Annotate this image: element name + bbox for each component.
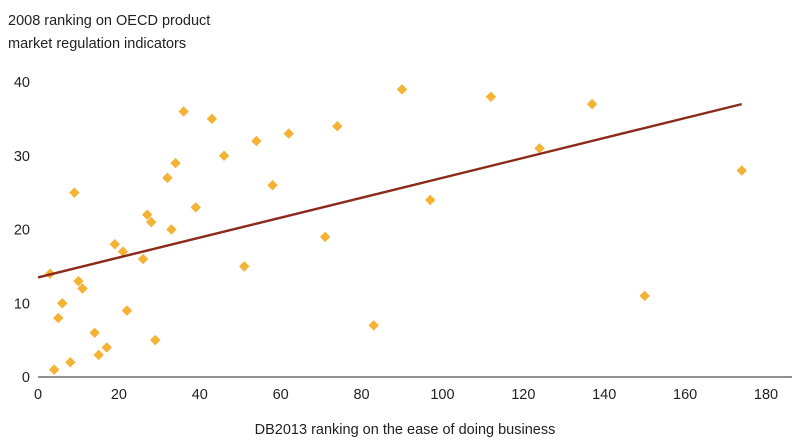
y-tick-label: 30 [14, 149, 30, 165]
data-point [218, 150, 230, 161]
data-point [190, 202, 201, 213]
y-tick-label: 0 [22, 370, 30, 386]
x-tick-label: 160 [673, 387, 697, 403]
y-axis-label-line-2: market regulation indicators [8, 36, 186, 52]
data-point [65, 357, 76, 368]
data-point [586, 98, 598, 110]
data-point [101, 342, 112, 353]
data-point [534, 143, 545, 154]
data-point [93, 349, 104, 361]
data-point [425, 194, 436, 206]
data-point [77, 283, 88, 294]
data-point [239, 261, 250, 272]
data-point [251, 135, 262, 147]
data-point [485, 91, 497, 102]
data-point [283, 128, 294, 139]
data-point [639, 290, 650, 302]
data-point [162, 172, 173, 184]
data-point [319, 231, 331, 243]
data-point [48, 364, 60, 375]
x-tick-label: 100 [430, 387, 454, 403]
data-point [206, 113, 218, 125]
y-tick-label: 40 [14, 75, 30, 91]
data-point [57, 298, 68, 309]
data-point [73, 275, 84, 287]
data-point [736, 165, 747, 176]
data-point [150, 334, 161, 346]
x-axis-ticks: 0 20 40 60 80 100 120 140 160 180 [34, 387, 778, 403]
x-tick-label: 80 [353, 387, 369, 403]
data-point [121, 305, 133, 316]
x-tick-label: 0 [34, 387, 42, 403]
x-tick-label: 140 [592, 387, 616, 403]
data-point [178, 106, 189, 117]
data-point [267, 180, 278, 191]
y-axis-label-line-1: 2008 ranking on OECD product [8, 13, 210, 29]
x-tick-label: 60 [273, 387, 289, 403]
y-tick-label: 10 [14, 296, 30, 312]
x-tick-label: 180 [754, 387, 778, 403]
trend-line [37, 102, 743, 279]
data-point [89, 327, 100, 338]
data-points [44, 84, 747, 375]
data-point [53, 312, 64, 324]
data-point [332, 121, 343, 132]
data-point [146, 216, 157, 228]
y-axis-ticks: 0 10 20 30 40 [14, 75, 30, 386]
data-point [166, 224, 177, 235]
data-point [368, 320, 379, 331]
data-point [109, 239, 121, 250]
data-point [69, 187, 80, 198]
y-tick-label: 20 [14, 223, 30, 239]
data-point [137, 253, 149, 265]
x-axis-label: DB2013 ranking on the ease of doing busi… [255, 422, 556, 438]
data-point [142, 209, 153, 220]
x-tick-label: 40 [192, 387, 208, 403]
x-tick-label: 120 [511, 387, 535, 403]
data-point [117, 246, 129, 257]
data-point [170, 157, 181, 169]
x-tick-label: 20 [111, 387, 127, 403]
data-point [396, 84, 408, 95]
